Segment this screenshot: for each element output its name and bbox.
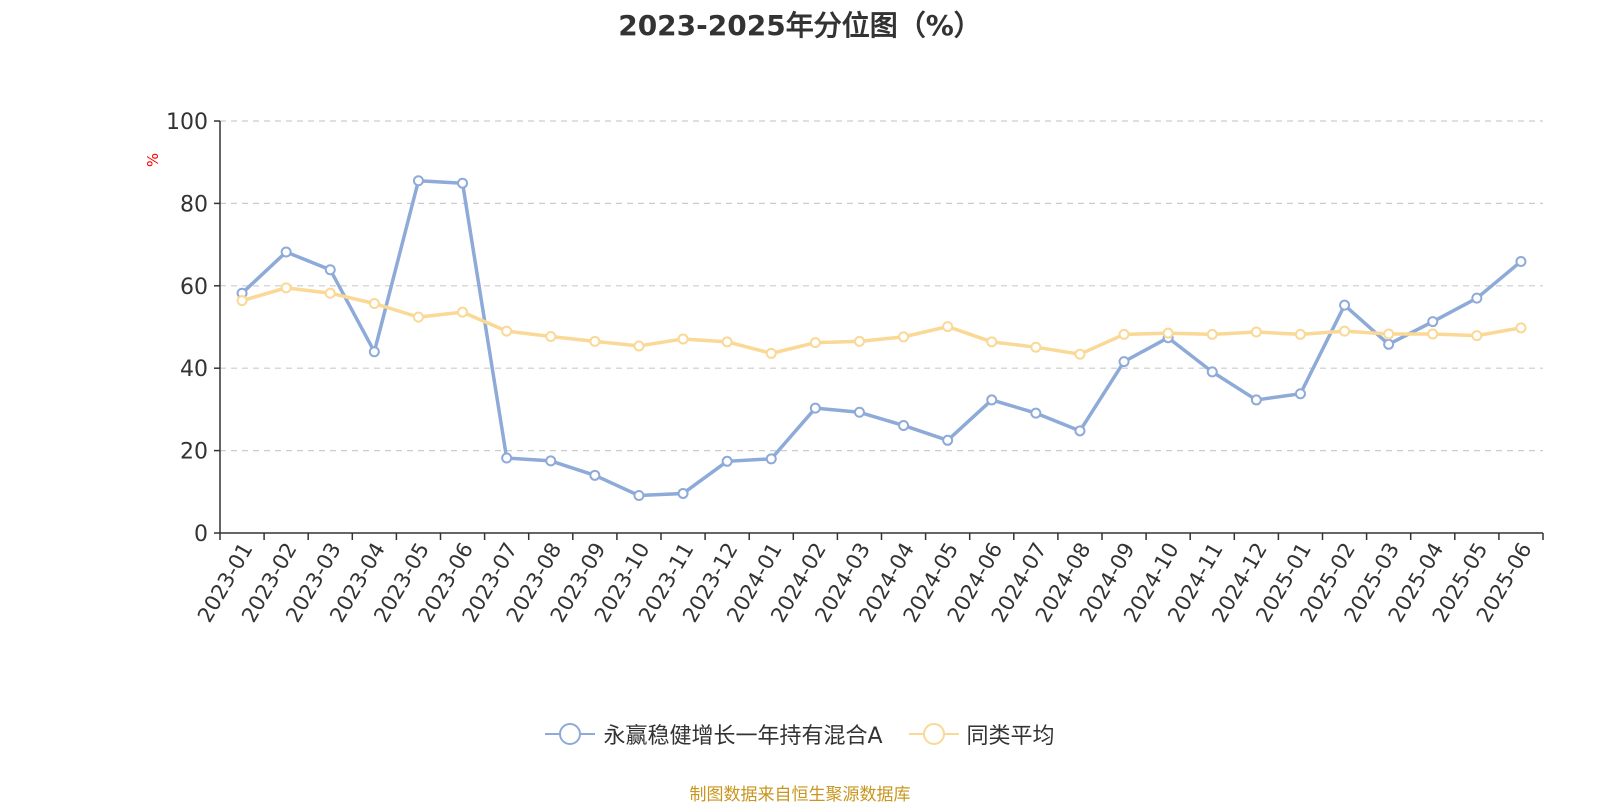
data-point (633, 490, 645, 502)
series-group (236, 175, 1527, 502)
data-point (898, 331, 910, 343)
data-point (765, 347, 777, 359)
data-point (280, 246, 292, 258)
data-point (1206, 366, 1218, 378)
data-point (1074, 348, 1086, 360)
y-axis-label: % (144, 153, 162, 167)
data-point (1383, 338, 1395, 350)
data-point (721, 336, 733, 348)
gridlines (220, 120, 1543, 452)
y-tick-label: 20 (180, 440, 208, 465)
data-point (589, 335, 601, 347)
legend-item-peer-average[interactable]: 同类平均 (908, 718, 1055, 750)
data-point (1294, 328, 1306, 340)
data-point (1471, 330, 1483, 342)
series-line (240, 178, 1523, 498)
data-point (1515, 322, 1527, 334)
data-point (1162, 327, 1174, 339)
axes (214, 120, 1544, 540)
series-0 (236, 175, 1527, 502)
data-point (765, 453, 777, 465)
legend-label-peer-average: 同类平均 (966, 724, 1055, 749)
data-point (721, 455, 733, 467)
data-point (1250, 326, 1262, 338)
data-point (589, 469, 601, 481)
data-point (1206, 328, 1218, 340)
data-point (1515, 255, 1527, 267)
data-point (1383, 328, 1395, 340)
data-point (853, 335, 865, 347)
data-point (633, 340, 645, 352)
data-point (809, 337, 821, 349)
y-tick-label: 60 (180, 275, 208, 300)
data-point (942, 321, 954, 333)
legend-marker-peer-average (908, 723, 959, 745)
data-point (324, 287, 336, 299)
data-point (457, 306, 469, 318)
data-point (1339, 325, 1351, 337)
data-point (412, 175, 424, 187)
data-point (986, 336, 998, 348)
data-point (236, 295, 248, 307)
y-tick-label: 100 (166, 110, 208, 135)
data-point (677, 487, 689, 499)
data-point (1074, 425, 1086, 437)
data-point (1294, 388, 1306, 400)
data-point (1471, 292, 1483, 304)
data-source-note: 制图数据来自恒生聚源数据库 (689, 785, 911, 805)
data-point (324, 264, 336, 276)
data-point (1250, 394, 1262, 406)
data-point (853, 406, 865, 418)
data-point (1339, 299, 1351, 311)
data-point (986, 394, 998, 406)
data-point (809, 402, 821, 414)
series-1 (236, 282, 1527, 360)
data-point (677, 333, 689, 345)
x-tick-labels: 2023-012023-022023-032023-042023-052023-… (193, 539, 1537, 627)
data-point (942, 434, 954, 446)
data-point (1427, 316, 1439, 328)
data-point (457, 177, 469, 189)
legend-marker-fund (545, 723, 596, 745)
data-point (368, 298, 380, 310)
data-point (1118, 328, 1130, 340)
data-point (898, 419, 910, 431)
data-point (501, 325, 513, 337)
data-point (368, 346, 380, 358)
legend-label-fund: 永赢稳健增长一年持有混合A (603, 724, 883, 749)
data-point (545, 330, 557, 342)
data-point (501, 452, 513, 464)
legend-item-fund[interactable]: 永赢稳健增长一年持有混合A (545, 718, 883, 750)
data-point (1030, 341, 1042, 353)
y-tick-labels: 0 20 40 60 80 100 (166, 110, 208, 547)
data-point (1427, 328, 1439, 340)
data-point (412, 311, 424, 323)
chart-title: 2023-2025年分位图（%） (618, 9, 982, 42)
series-line (241, 286, 1522, 356)
data-point (1118, 356, 1130, 368)
legend: 永赢稳健增长一年持有混合A 同类平均 (0, 718, 1600, 750)
y-tick-label: 0 (194, 522, 208, 547)
data-point (545, 455, 557, 467)
y-tick-label: 40 (180, 357, 208, 382)
y-tick-label: 80 (180, 192, 208, 217)
data-point (280, 282, 292, 294)
data-point (1030, 407, 1042, 419)
